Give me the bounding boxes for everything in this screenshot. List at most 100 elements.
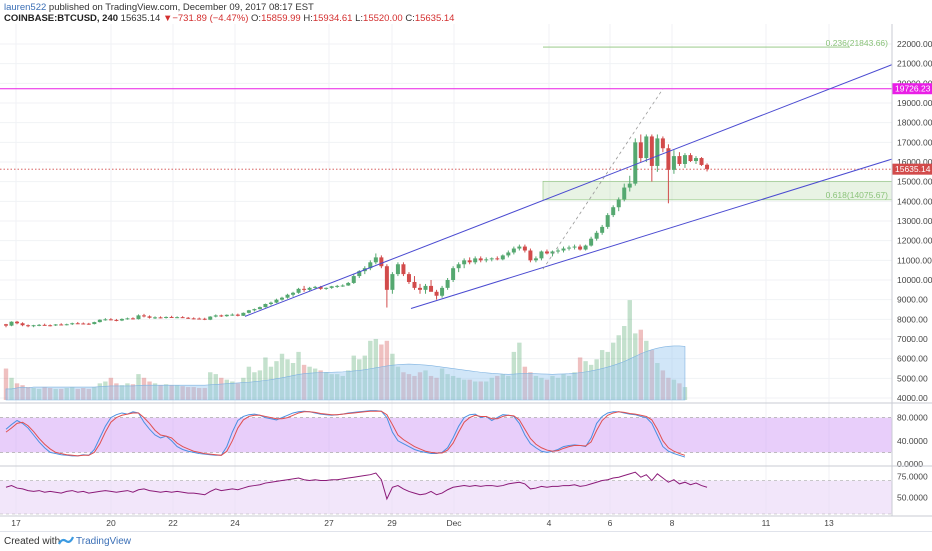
- time-tick-label: 17: [11, 518, 21, 528]
- low-label: L:: [355, 13, 364, 24]
- candle-body: [561, 248, 566, 251]
- channel-lower-line[interactable]: [410, 158, 893, 309]
- stoch-d-line[interactable]: [5, 410, 686, 457]
- price-tick-label: 21000.00: [897, 59, 932, 69]
- candle-body: [467, 260, 472, 263]
- candle-body: [136, 315, 141, 320]
- candle-body: [390, 274, 395, 290]
- price-tick-label: 13000.00: [897, 216, 932, 226]
- candle-body: [589, 238, 594, 246]
- rsi-tick-label: 50.0000: [897, 492, 928, 502]
- time-tick-label: 20: [106, 518, 116, 528]
- time-tick-label: Dec: [446, 518, 462, 528]
- volume-bar: [357, 359, 362, 400]
- volume-bar: [390, 353, 395, 400]
- candle-body: [694, 158, 698, 162]
- price-tick-label: 5000.00: [897, 373, 928, 383]
- volume-bar: [489, 377, 494, 400]
- candle-body: [241, 312, 246, 316]
- volume-bar: [368, 340, 373, 400]
- channel-upper-line[interactable]: [244, 64, 893, 317]
- volume-bar: [329, 374, 334, 400]
- candle-body: [456, 264, 461, 269]
- candle-body: [208, 316, 213, 320]
- candle-body: [346, 282, 351, 286]
- price-tick-label: 11000.00: [897, 255, 932, 265]
- volume-bar: [47, 387, 53, 400]
- price-tick-label: 10000.00: [897, 275, 932, 285]
- candle-body: [142, 315, 146, 317]
- volume-bar: [439, 368, 445, 400]
- volume-bar: [318, 370, 323, 400]
- candle-body: [506, 252, 511, 256]
- candle-body: [329, 286, 334, 288]
- volume-layer[interactable]: [3, 300, 688, 400]
- volume-bar: [555, 377, 561, 400]
- price-tick-label: 12000.00: [897, 236, 932, 246]
- volume-bar: [379, 344, 384, 400]
- volume-ma-area: [5, 345, 686, 401]
- candle-body: [622, 187, 627, 200]
- candle-body: [235, 314, 240, 316]
- volume-bar: [599, 350, 605, 400]
- volume-bar: [202, 387, 207, 400]
- tradingview-brand[interactable]: TradingView: [76, 536, 132, 547]
- candle-body: [26, 325, 31, 327]
- volume-bar: [445, 374, 450, 400]
- volume-bar: [423, 370, 428, 400]
- volume-bar: [522, 366, 528, 400]
- high-value: 15934.61: [312, 13, 353, 24]
- candle-body: [533, 258, 538, 261]
- fib-0-618-label: 0.618(14075.67): [826, 190, 889, 200]
- candle-body: [114, 319, 119, 321]
- candle-body: [434, 291, 439, 296]
- volume-bar: [246, 366, 252, 400]
- volume-bar: [660, 370, 666, 400]
- volume-bar: [533, 375, 539, 400]
- stoch-pane: 80.0000 40.0000 0.0000: [0, 402, 932, 469]
- volume-bar: [323, 372, 329, 400]
- last-price-value: 15635.14: [120, 13, 161, 24]
- volume-bar: [97, 383, 103, 400]
- volume-bar: [230, 381, 235, 400]
- candle-body: [257, 307, 262, 310]
- volume-bar: [274, 361, 279, 400]
- candle-body: [59, 324, 64, 326]
- price-tick-label: 17000.00: [897, 137, 932, 147]
- volume-bar: [351, 355, 356, 400]
- volume-bar: [677, 383, 682, 400]
- candle-body: [285, 294, 290, 298]
- candle-body: [180, 317, 185, 319]
- author-link[interactable]: lauren522: [4, 2, 47, 13]
- candle-body: [169, 316, 174, 318]
- fib-trend-line[interactable]: [542, 88, 664, 270]
- volume-bar: [296, 351, 301, 400]
- volume-bar: [335, 374, 340, 400]
- volume-bar: [224, 379, 229, 400]
- candle-body: [578, 246, 583, 250]
- candle-body: [451, 268, 456, 280]
- symbol-name[interactable]: COINBASE:BTCUSD, 240: [4, 13, 119, 24]
- candle-body: [412, 281, 417, 288]
- candle-body: [42, 324, 47, 326]
- volume-bar: [53, 388, 58, 400]
- candle-body: [335, 285, 340, 287]
- stoch-tick-label: 40.0000: [897, 436, 928, 446]
- candle-body: [406, 274, 411, 282]
- price-axis: 4000.00 5000.00 6000.00 7000.00 8000.00 9000.…: [897, 39, 932, 403]
- candle-body: [86, 323, 91, 325]
- tradingview-logo-icon[interactable]: [58, 535, 74, 547]
- volume-bar: [671, 379, 677, 400]
- volume-bar: [185, 387, 191, 400]
- rsi-band: [0, 480, 892, 514]
- rsi-line[interactable]: [5, 471, 708, 501]
- candle-body: [202, 318, 207, 320]
- volume-bar: [191, 387, 196, 400]
- publish-line: lauren522 published on TradingView.com, …: [4, 2, 314, 13]
- volume-bar: [235, 383, 241, 400]
- candle-body: [671, 156, 676, 170]
- volume-bar: [649, 350, 655, 400]
- volume-bar: [456, 377, 461, 400]
- volume-bar: [638, 329, 643, 400]
- candle-body: [263, 303, 268, 308]
